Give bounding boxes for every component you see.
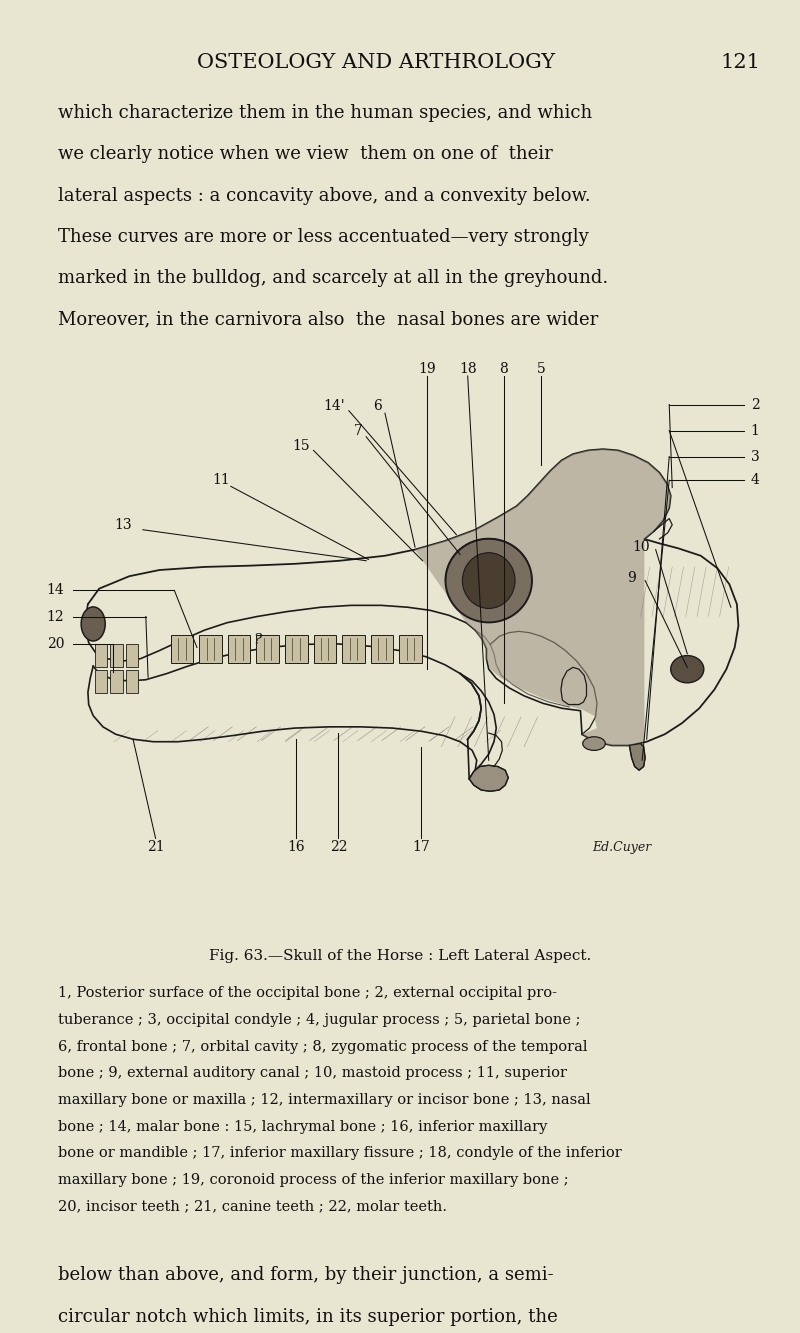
Ellipse shape: [582, 737, 606, 750]
Text: 14': 14': [323, 399, 345, 413]
Text: bone ; 14, malar bone : 15, lachrymal bone ; 16, inferior maxillary: bone ; 14, malar bone : 15, lachrymal bo…: [58, 1120, 548, 1134]
Text: 19: 19: [418, 361, 436, 376]
Text: 8: 8: [499, 361, 508, 376]
Text: 21: 21: [146, 840, 165, 854]
Text: below than above, and form, by their junction, a semi-: below than above, and form, by their jun…: [58, 1266, 554, 1285]
Text: we clearly notice when we view  them on one of  their: we clearly notice when we view them on o…: [58, 145, 553, 164]
Text: 20: 20: [47, 637, 64, 652]
Text: 17: 17: [412, 840, 430, 854]
Text: 14: 14: [46, 584, 65, 597]
Polygon shape: [95, 644, 107, 668]
Ellipse shape: [446, 539, 532, 623]
Text: Fig. 63.—Skull of the Horse : Left Lateral Aspect.: Fig. 63.—Skull of the Horse : Left Later…: [209, 949, 591, 964]
Text: 1: 1: [750, 424, 759, 437]
Text: which characterize them in the human species, and which: which characterize them in the human spe…: [58, 104, 593, 123]
Polygon shape: [126, 644, 138, 668]
Polygon shape: [342, 635, 365, 663]
Text: maxillary bone ; 19, coronoid process of the inferior maxillary bone ;: maxillary bone ; 19, coronoid process of…: [58, 1173, 569, 1188]
Text: 10: 10: [632, 540, 650, 555]
Polygon shape: [95, 669, 107, 693]
Text: ?: ?: [253, 633, 261, 647]
Text: bone or mandible ; 17, inferior maxillary fissure ; 18, condyle of the inferior: bone or mandible ; 17, inferior maxillar…: [58, 1146, 622, 1161]
Text: 2: 2: [750, 397, 759, 412]
Circle shape: [670, 656, 704, 682]
Ellipse shape: [462, 553, 515, 608]
Text: Ed.Cuyer: Ed.Cuyer: [592, 841, 651, 853]
Text: 22: 22: [330, 840, 347, 854]
Text: 5: 5: [537, 361, 546, 376]
Polygon shape: [314, 635, 336, 663]
Text: 16: 16: [287, 840, 305, 854]
Text: marked in the bulldog, and scarcely at all in the greyhound.: marked in the bulldog, and scarcely at a…: [58, 269, 609, 288]
Text: tuberance ; 3, occipital condyle ; 4, jugular process ; 5, parietal bone ;: tuberance ; 3, occipital condyle ; 4, ju…: [58, 1013, 581, 1028]
Text: 12: 12: [46, 609, 64, 624]
Text: lateral aspects : a concavity above, and a convexity below.: lateral aspects : a concavity above, and…: [58, 187, 591, 205]
Text: 6: 6: [373, 399, 382, 413]
Text: 121: 121: [720, 53, 760, 72]
Text: 15: 15: [292, 439, 310, 453]
Polygon shape: [110, 644, 122, 668]
Text: 3: 3: [750, 449, 759, 464]
Polygon shape: [228, 635, 250, 663]
Polygon shape: [399, 635, 422, 663]
Polygon shape: [170, 635, 194, 663]
Polygon shape: [256, 635, 279, 663]
Polygon shape: [630, 744, 645, 770]
Text: 7: 7: [354, 424, 362, 437]
Polygon shape: [469, 765, 508, 792]
Text: Moreover, in the carnivora also  the  nasal bones are wider: Moreover, in the carnivora also the nasa…: [58, 311, 598, 329]
Text: maxillary bone or maxilla ; 12, intermaxillary or incisor bone ; 13, nasal: maxillary bone or maxilla ; 12, intermax…: [58, 1093, 591, 1108]
Text: circular notch which limits, in its superior portion, the: circular notch which limits, in its supe…: [58, 1308, 558, 1326]
Text: 20, incisor teeth ; 21, canine teeth ; 22, molar teeth.: 20, incisor teeth ; 21, canine teeth ; 2…: [58, 1200, 447, 1214]
Text: 11: 11: [212, 473, 230, 487]
Text: These curves are more or less accentuated—very strongly: These curves are more or less accentuate…: [58, 228, 589, 247]
Text: 1, Posterior surface of the occipital bone ; 2, external occipital pro-: 1, Posterior surface of the occipital bo…: [58, 986, 558, 1001]
Polygon shape: [126, 669, 138, 693]
Polygon shape: [415, 449, 670, 745]
Polygon shape: [285, 635, 307, 663]
Text: 18: 18: [459, 361, 477, 376]
Ellipse shape: [81, 607, 106, 641]
Polygon shape: [110, 669, 122, 693]
Polygon shape: [370, 635, 394, 663]
Text: 13: 13: [114, 517, 132, 532]
Text: 4: 4: [750, 473, 759, 487]
Text: 6, frontal bone ; 7, orbital cavity ; 8, zygomatic process of the temporal: 6, frontal bone ; 7, orbital cavity ; 8,…: [58, 1040, 588, 1054]
Text: 9: 9: [627, 571, 636, 585]
Text: OSTEOLOGY AND ARTHROLOGY: OSTEOLOGY AND ARTHROLOGY: [197, 53, 555, 72]
Polygon shape: [199, 635, 222, 663]
Text: bone ; 9, external auditory canal ; 10, mastoid process ; 11, superior: bone ; 9, external auditory canal ; 10, …: [58, 1066, 567, 1081]
